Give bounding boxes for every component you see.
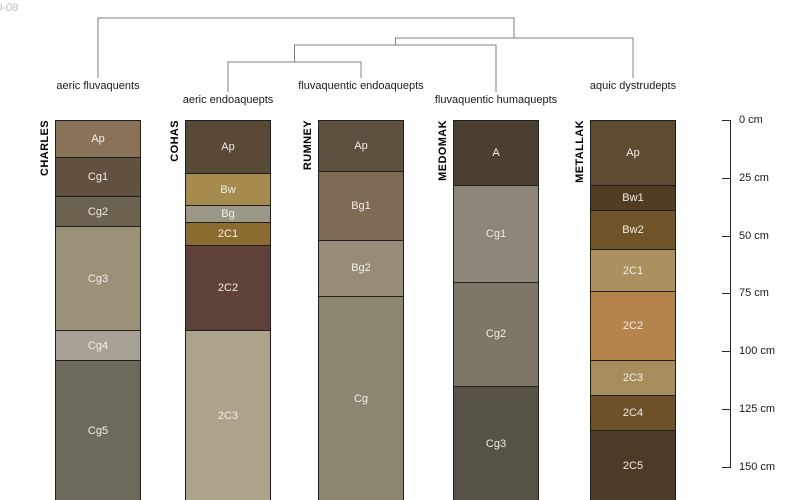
horizon-rumney-ap: Ap bbox=[318, 120, 404, 172]
depth-tick bbox=[722, 408, 730, 410]
horizon-label: Cg1 bbox=[87, 171, 109, 184]
taxon-label-4: aquic dystrudepts bbox=[589, 80, 677, 92]
series-name-cohas: COHAS bbox=[169, 120, 181, 162]
horizon-label: Cg bbox=[353, 392, 369, 405]
horizon-charles-cg4: Cg4 bbox=[55, 330, 141, 362]
horizon-cohas-2c3: 2C3 bbox=[185, 330, 271, 500]
horizon-medomak-cg2: Cg2 bbox=[453, 281, 539, 387]
series-name-medomak: MEDOMAK bbox=[437, 120, 449, 181]
horizon-label: 2C2 bbox=[217, 281, 239, 294]
horizon-rumney-cg: Cg bbox=[318, 295, 404, 500]
watermark-text: 0-08 bbox=[0, 2, 19, 14]
horizon-label: Ap bbox=[221, 141, 235, 154]
horizon-rumney-bg2: Bg2 bbox=[318, 240, 404, 297]
depth-tick-label: 100 cm bbox=[739, 345, 776, 357]
horizon-metallak-2c2: 2C2 bbox=[590, 290, 676, 362]
depth-tick-label: 75 cm bbox=[739, 287, 769, 300]
depth-tick-label: 25 cm bbox=[739, 171, 769, 184]
horizon-metallak-bw2: Bw2 bbox=[590, 210, 676, 251]
horizon-cohas-bg: Bg bbox=[185, 205, 271, 223]
horizon-charles-cg2: Cg2 bbox=[55, 196, 141, 228]
horizon-label: 2C4 bbox=[622, 406, 644, 419]
horizon-label: Cg2 bbox=[87, 205, 109, 218]
horizon-label: Bg1 bbox=[351, 199, 371, 212]
horizon-charles-cg3: Cg3 bbox=[55, 226, 141, 332]
horizon-medomak-a: A bbox=[453, 120, 539, 186]
depth-tick bbox=[722, 120, 730, 121]
horizon-label: 2C1 bbox=[622, 264, 644, 277]
horizon-rumney-bg1: Bg1 bbox=[318, 170, 404, 242]
horizon-metallak-bw1: Bw1 bbox=[590, 184, 676, 212]
horizon-label: Cg2 bbox=[485, 328, 507, 341]
horizon-charles-cg1: Cg1 bbox=[55, 156, 141, 198]
horizon-label: Ap bbox=[91, 132, 105, 145]
horizon-label: 2C3 bbox=[217, 410, 239, 423]
horizon-charles-cg5: Cg5 bbox=[55, 360, 141, 500]
horizon-metallak-ap: Ap bbox=[590, 120, 676, 186]
horizon-metallak-2c5: 2C5 bbox=[590, 429, 676, 500]
series-name-rumney: RUMNEY bbox=[302, 120, 314, 171]
horizon-label: Bw2 bbox=[622, 224, 644, 237]
depth-tick-label: 50 cm bbox=[739, 229, 769, 242]
horizon-metallak-2c3: 2C3 bbox=[590, 360, 676, 396]
depth-tick-label: 150 cm bbox=[739, 460, 776, 473]
horizon-label: 2C2 bbox=[622, 320, 644, 333]
horizon-label: 2C1 bbox=[217, 227, 239, 240]
horizon-metallak-2c4: 2C4 bbox=[590, 394, 676, 431]
horizon-label: Bw1 bbox=[622, 191, 644, 204]
series-name-metallak: METALLAK bbox=[574, 120, 586, 183]
depth-axis-line bbox=[730, 120, 731, 468]
horizon-label: Ap bbox=[354, 139, 368, 152]
horizon-label: A bbox=[492, 146, 500, 159]
horizon-label: Cg5 bbox=[87, 425, 109, 438]
depth-tick-label: 0 cm bbox=[739, 114, 763, 126]
horizon-label: Bg bbox=[221, 208, 235, 221]
horizon-charles-ap: Ap bbox=[55, 120, 141, 158]
horizon-label: 2C5 bbox=[622, 459, 644, 472]
taxon-label-3: fluvaquentic humaquepts bbox=[434, 94, 558, 106]
horizon-label: Bw bbox=[220, 183, 236, 196]
horizon-cohas-ap: Ap bbox=[185, 120, 271, 175]
taxon-label-1: aeric endoaquepts bbox=[182, 94, 274, 106]
horizon-label: Bg2 bbox=[351, 262, 371, 275]
horizon-cohas-bw: Bw bbox=[185, 173, 271, 207]
horizon-label: Cg3 bbox=[87, 272, 109, 285]
depth-tick-label: 125 cm bbox=[739, 402, 776, 415]
taxon-label-2: fluvaquentic endoaquepts bbox=[298, 80, 424, 92]
horizon-medomak-cg3: Cg3 bbox=[453, 385, 539, 500]
horizon-metallak-2c1: 2C1 bbox=[590, 249, 676, 292]
dendrogram bbox=[97, 17, 634, 92]
horizon-label: Cg1 bbox=[485, 227, 507, 240]
depth-tick bbox=[722, 235, 730, 237]
horizon-label: 2C3 bbox=[622, 372, 644, 385]
horizon-label: Cg3 bbox=[485, 437, 507, 450]
taxon-label-0: aeric fluvaquents bbox=[56, 80, 140, 92]
series-name-charles: CHARLES bbox=[39, 120, 51, 176]
horizon-label: Ap bbox=[626, 146, 640, 159]
horizon-label: Cg4 bbox=[87, 339, 109, 352]
horizon-medomak-cg1: Cg1 bbox=[453, 184, 539, 283]
depth-tick bbox=[722, 351, 730, 352]
horizon-cohas-2c2: 2C2 bbox=[185, 244, 271, 332]
depth-tick bbox=[722, 466, 730, 468]
dendrogram-lines bbox=[97, 17, 634, 92]
depth-tick bbox=[722, 293, 730, 295]
depth-tick bbox=[722, 177, 730, 179]
horizon-cohas-2c1: 2C1 bbox=[185, 221, 271, 246]
